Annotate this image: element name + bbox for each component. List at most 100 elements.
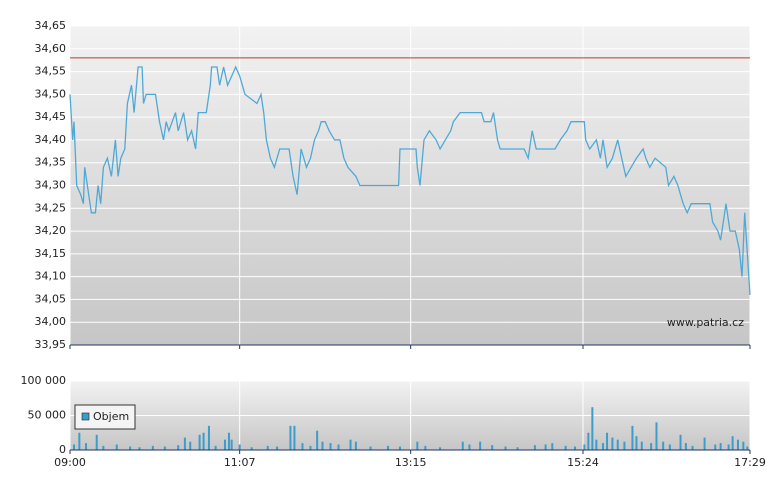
y-tick-label: 34,20 [35, 224, 67, 237]
volume-bar [230, 439, 233, 450]
volume-bar [238, 444, 241, 450]
y-tick-label: 34,10 [35, 270, 67, 283]
volume-bar [227, 432, 230, 450]
volume-bar [73, 444, 76, 450]
y-tick-label: 50 000 [28, 409, 67, 422]
volume-bar [439, 447, 442, 450]
volume-bar [250, 447, 253, 450]
y-tick-label: 34,15 [35, 247, 67, 260]
volume-bar [266, 445, 269, 450]
volume-bar [85, 443, 88, 450]
volume-bar [662, 441, 665, 450]
legend-swatch [81, 412, 90, 421]
volume-bar [564, 445, 567, 450]
volume-bar [587, 432, 590, 450]
y-tick-label: 34,30 [35, 179, 67, 192]
volume-bar [684, 443, 687, 450]
watermark: www.patria.cz [667, 316, 744, 329]
y-tick-label: 34,40 [35, 133, 67, 146]
volume-bar [650, 443, 653, 450]
volume-bar [424, 445, 427, 450]
volume-bar [746, 446, 749, 450]
volume-bar [736, 439, 739, 450]
volume-bar [731, 436, 734, 450]
volume-bar [468, 444, 471, 450]
volume-bar [398, 446, 401, 450]
y-tick-label: 34,65 [35, 19, 67, 32]
volume-bar [631, 425, 634, 450]
volume-bar [138, 447, 141, 450]
y-tick-label: 34,05 [35, 292, 67, 305]
volume-bar [309, 445, 312, 450]
y-tick-label: 34,00 [35, 315, 67, 328]
y-tick-label: 34,45 [35, 110, 67, 123]
volume-bar [616, 439, 619, 450]
volume-bar [602, 443, 605, 450]
volume-bar [635, 436, 638, 450]
volume-bar [189, 441, 192, 450]
y-tick-label: 34,60 [35, 42, 67, 55]
volume-bar [533, 445, 536, 450]
x-tick-label: 15:24 [567, 456, 599, 469]
volume-bar [207, 425, 210, 450]
volume-bar [479, 441, 482, 450]
legend-label: Objem [93, 410, 129, 423]
volume-bar [668, 444, 671, 450]
x-tick-label: 13:15 [395, 456, 427, 469]
y-tick-label: 100 000 [21, 374, 67, 387]
volume-bar [595, 439, 598, 450]
volume-bar [198, 434, 201, 450]
volume-bar [369, 446, 372, 450]
volume-bar [544, 444, 547, 450]
volume-bar [491, 445, 494, 450]
volume-bar [183, 437, 186, 450]
volume-bar [516, 447, 519, 450]
volume-bar [115, 444, 118, 450]
volume-bar [316, 430, 319, 450]
volume-bar [163, 446, 166, 450]
volume-bar [640, 441, 643, 450]
y-tick-label: 34,50 [35, 87, 67, 100]
volume-bar [129, 446, 132, 450]
y-tick-label: 34,25 [35, 201, 67, 214]
volume-bar [714, 444, 717, 450]
volume-bar [354, 441, 357, 450]
volume-bar [719, 443, 722, 450]
volume-bar [177, 445, 180, 450]
volume-bar [583, 444, 586, 450]
volume-bar [623, 441, 626, 450]
volume-bar [691, 445, 694, 450]
volume-bar [293, 425, 296, 450]
volume-bar [679, 434, 682, 450]
y-tick-label: 34,55 [35, 65, 67, 78]
volume-bar [504, 446, 507, 450]
volume-bar [349, 439, 352, 450]
volume-bar [416, 441, 419, 450]
volume-bar [655, 422, 658, 450]
volume-bar [95, 434, 98, 450]
x-tick-label: 09:00 [54, 456, 86, 469]
volume-bar [276, 446, 279, 450]
volume-bar [301, 443, 304, 450]
volume-bar [151, 445, 154, 450]
y-tick-label: 0 [59, 443, 66, 456]
volume-bar [461, 441, 464, 450]
volume-bar [223, 439, 226, 450]
volume-bar [289, 425, 292, 450]
volume-bar [703, 437, 706, 450]
volume-bar [214, 445, 217, 450]
volume-bar [321, 441, 324, 450]
price-line [69, 65, 751, 295]
volume-bar [337, 444, 340, 450]
volume-bar [742, 441, 745, 450]
volume-bar [386, 445, 389, 450]
x-tick-label: 11:07 [224, 456, 256, 469]
x-tick-label: 17:29 [734, 456, 766, 469]
volume-bar [551, 443, 554, 450]
volume-bar [611, 437, 614, 450]
volume-bar [102, 445, 105, 450]
volume-bar [606, 432, 609, 450]
volume-bar [727, 444, 730, 450]
volume-bar [591, 407, 594, 450]
